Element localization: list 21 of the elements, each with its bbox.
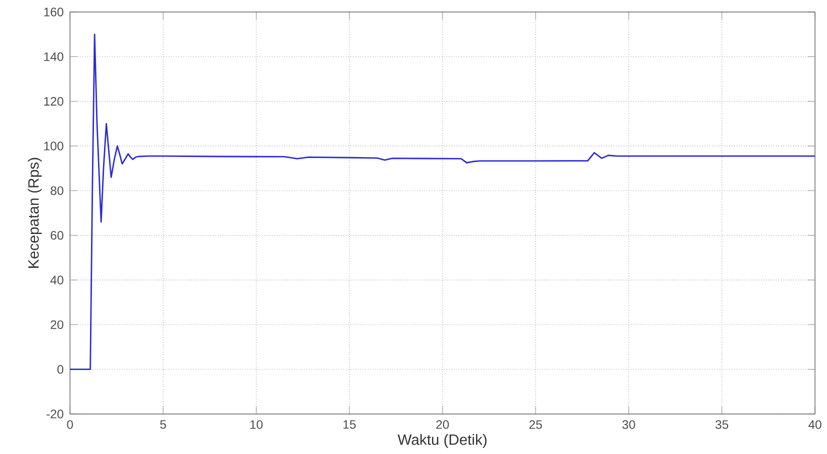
y-tick-label: 140 bbox=[44, 52, 64, 62]
y-tick-label: 0 bbox=[57, 364, 64, 374]
x-axis-title: Waktu (Detik) bbox=[398, 434, 487, 448]
y-tick-label: 160 bbox=[44, 8, 64, 16]
y-tick-label: 20 bbox=[50, 320, 64, 330]
x-tick-label: 30 bbox=[622, 420, 636, 429]
y-axis-title: Kecepatan (Rps) bbox=[28, 158, 42, 268]
y-tick-label: 40 bbox=[50, 276, 64, 284]
x-tick-label: 20 bbox=[436, 420, 449, 429]
y-tick-label: 120 bbox=[44, 97, 64, 106]
y-tick-label: -20 bbox=[46, 410, 64, 418]
x-tick-label: 10 bbox=[250, 420, 263, 429]
x-tick-label: 15 bbox=[343, 420, 356, 429]
y-tick-label: 80 bbox=[50, 186, 64, 196]
x-tick-label: 25 bbox=[529, 420, 542, 429]
y-tick-label: 100 bbox=[44, 142, 64, 150]
y-tick-label: 60 bbox=[50, 231, 64, 240]
x-tick-label: 40 bbox=[808, 420, 822, 429]
x-tick-label: 0 bbox=[67, 420, 73, 429]
x-tick-label: 35 bbox=[716, 420, 728, 429]
x-tick-label: 5 bbox=[160, 420, 166, 429]
